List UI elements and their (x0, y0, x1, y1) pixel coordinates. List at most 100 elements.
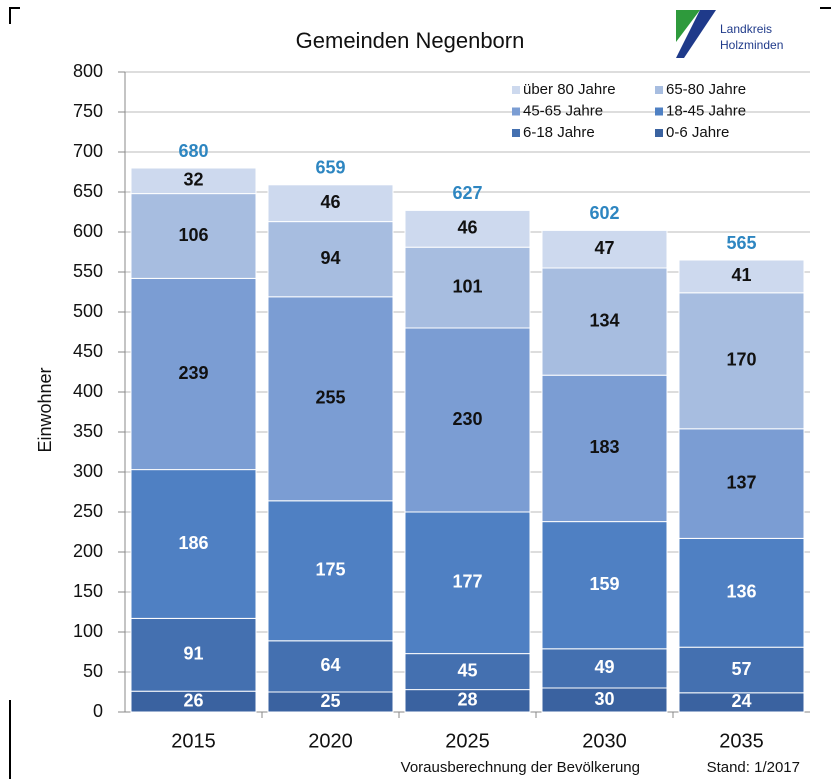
data-label: 28 (457, 690, 477, 710)
data-label: 239 (178, 363, 208, 383)
data-label: 64 (320, 655, 340, 675)
data-label: 136 (726, 582, 756, 602)
bar-segment (404, 209, 531, 248)
bar-segment (541, 229, 668, 269)
bar-segment (404, 327, 531, 513)
data-label: 177 (452, 572, 482, 592)
x-tick-label: 2035 (719, 730, 764, 752)
data-label: 106 (178, 225, 208, 245)
data-label: 94 (320, 248, 340, 268)
y-tick-label: 350 (73, 421, 103, 441)
data-label: 24 (731, 691, 751, 711)
data-label: 91 (183, 644, 203, 664)
data-label: 49 (594, 657, 614, 677)
bar-segment (267, 500, 394, 642)
legend: über 80 Jahre 65-80 Jahre 45-65 Jahre 18-45… (512, 81, 746, 141)
chart-title: Gemeinden Negenborn (296, 28, 525, 53)
footer: Stand: 1/2017 (707, 759, 800, 776)
legend-swatch (512, 86, 520, 94)
y-tick-label: 600 (73, 221, 103, 241)
legend-label: 65-80 Jahre (666, 81, 746, 98)
legend-label: 6-18 Jahre (523, 124, 595, 141)
x-tick-label: 2025 (445, 730, 490, 752)
bar-segment (130, 167, 257, 195)
y-tick-label: 150 (73, 581, 103, 601)
y-tick-label: 200 (73, 541, 103, 561)
data-label: 186 (178, 533, 208, 553)
legend-swatch (655, 86, 663, 94)
bar-segment (541, 374, 668, 523)
bar-segment (404, 511, 531, 655)
data-label: 46 (457, 218, 477, 238)
bar-segment (130, 617, 257, 692)
data-label: 41 (731, 265, 751, 285)
legend-swatch (512, 107, 520, 116)
x-tick-label: 2020 (308, 730, 353, 752)
frame-corner (9, 7, 20, 24)
bar-segment (267, 221, 394, 298)
data-label: 46 (320, 192, 340, 212)
x-tick-label: 2015 (171, 730, 216, 752)
logo-text: Landkreis (720, 22, 772, 36)
total-label: 627 (452, 183, 482, 203)
data-label: 101 (452, 276, 482, 296)
bar-segment (678, 428, 805, 539)
data-label: 32 (183, 170, 203, 190)
data-label: 159 (589, 574, 619, 594)
logo-shape (676, 10, 700, 42)
y-tick-label: 400 (73, 381, 103, 401)
y-tick-label: 0 (93, 701, 103, 721)
bar-segment (541, 521, 668, 650)
bar-segment (678, 259, 805, 294)
bar-segment (541, 267, 668, 376)
y-tick-label: 300 (73, 461, 103, 481)
data-label: 47 (594, 238, 614, 258)
bar-segment (541, 648, 668, 689)
footer: Vorausberechnung der Bevölkerung (401, 759, 640, 776)
bar-segment (678, 537, 805, 648)
logo-text: Holzminden (720, 38, 783, 52)
y-tick-label: 700 (73, 141, 103, 161)
bar-segment (130, 193, 257, 279)
y-axis-label: Einwohner (35, 367, 55, 452)
bar-segment (130, 277, 257, 471)
bar-segment (541, 687, 668, 713)
y-tick-label: 800 (73, 61, 103, 81)
y-tick-label: 650 (73, 181, 103, 201)
total-label: 602 (589, 203, 619, 223)
data-label: 134 (589, 310, 619, 330)
data-label: 170 (726, 350, 756, 370)
total-label: 680 (178, 141, 208, 161)
bar-segment (404, 653, 531, 691)
y-tick-label: 550 (73, 261, 103, 281)
legend-label: 18-45 Jahre (666, 102, 746, 119)
bar-segment (678, 646, 805, 694)
bar-segment (267, 296, 394, 502)
data-label: 57 (731, 659, 751, 679)
y-tick-label: 450 (73, 341, 103, 361)
y-tick-label: 100 (73, 621, 103, 641)
data-label: 26 (183, 690, 203, 710)
data-label: 45 (457, 660, 477, 680)
total-label: 659 (315, 158, 345, 178)
data-label: 137 (726, 472, 756, 492)
logo: Landkreis Holzminden (676, 10, 783, 58)
x-tick-label: 2030 (582, 730, 627, 752)
data-label: 175 (315, 560, 345, 580)
data-label: 183 (589, 437, 619, 457)
y-tick-label: 750 (73, 101, 103, 121)
data-label: 230 (452, 409, 482, 429)
bar-segment (267, 640, 394, 693)
legend-label: über 80 Jahre (523, 81, 616, 98)
logo-shape (676, 10, 716, 58)
legend-label: 45-65 Jahre (523, 102, 603, 119)
legend-label: 0-6 Jahre (666, 124, 729, 141)
legend-swatch (655, 129, 663, 137)
data-label: 30 (594, 689, 614, 709)
y-tick-label: 50 (83, 661, 103, 681)
total-label: 565 (726, 233, 756, 253)
bar-segment (404, 246, 531, 329)
data-label: 25 (320, 691, 340, 711)
y-tick-label: 500 (73, 301, 103, 321)
